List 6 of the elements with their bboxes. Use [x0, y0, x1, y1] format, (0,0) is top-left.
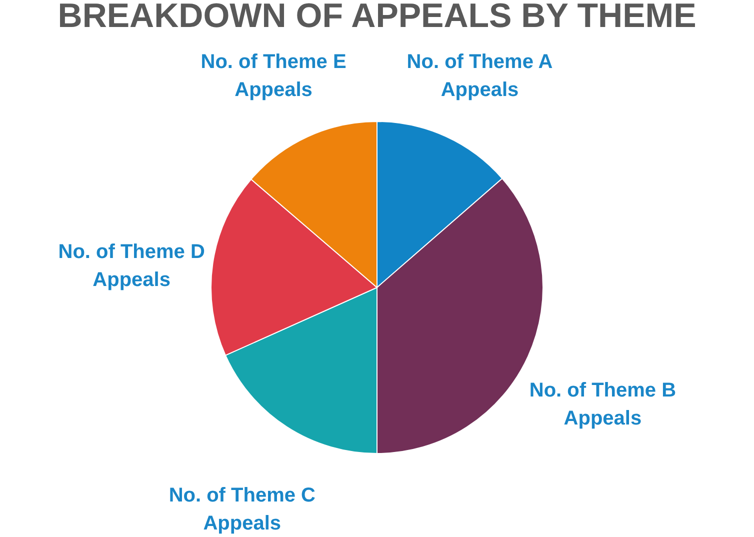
- slice-label: No. of Theme E Appeals: [200, 51, 346, 102]
- slice-label: No. of Theme B Appeals: [529, 379, 676, 430]
- slice-label: No. of Theme D Appeals: [58, 240, 205, 291]
- slice-label: No. of Theme C Appeals: [168, 484, 316, 535]
- chart-title: BREAKDOWN OF APPEALS BY THEME: [58, 0, 696, 35]
- slice-label: No. of Theme A Appeals: [406, 50, 553, 101]
